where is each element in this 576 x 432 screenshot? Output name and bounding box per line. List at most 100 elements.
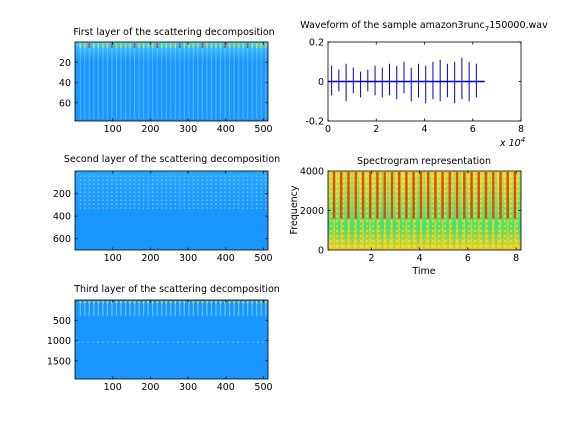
spectrogram-x-label: Time [411,266,435,277]
spectrogram-onset-low [362,218,364,249]
spectrogram-x-tick-label: 6 [465,253,471,264]
l3-stripe-peak [228,301,231,304]
waveform-axis-ticks: 0 2 4 6 8-0.200.2 [305,38,524,136]
l1-stripe-peak [228,43,231,48]
l3-stripe-peak [233,301,236,304]
l3-stripe-peak [255,301,258,304]
l1-stripe-peak [215,43,217,48]
spectrogram-onset [492,172,495,220]
spectrogram-onset-low [412,218,415,249]
spectrogram-title: Spectrogram representation [357,156,491,167]
l1-stripe-peak [133,43,136,48]
first-layer-top-band [75,42,268,46]
spectrogram-onset-low [369,218,372,249]
spectrogram-onset [347,172,350,220]
third-layer-title: Third layer of the scattering decomposit… [73,284,280,295]
spectrogram-onset-low [333,218,335,249]
l1-stripe-peak [115,43,118,48]
l1-stripe-peak [251,43,253,48]
l3-stripe-peak [224,301,227,304]
spectrogram-onset [405,172,408,220]
spectrogram-x-tick-label: 4 [417,253,423,264]
l1-stripe-peak [88,43,91,48]
spectrogram-onset [448,172,452,220]
l3-x-tick-label: 400 [217,382,235,393]
l3-stripe-peak [260,301,263,304]
third-layer-stripes [77,301,267,343]
spectrogram-onset [412,172,415,220]
spectrogram-onset-low [427,218,429,249]
l1-x-tick-label: 100 [104,124,122,135]
waveform-title: Waveform of the sample amazon3runc715000… [300,20,548,33]
l3-stripe-peak [133,301,136,304]
l3-x-tick-label: 100 [104,382,122,393]
spectrogram-onset [397,172,401,220]
spectrogram-onset-low [441,218,444,249]
l1-stripe-peak [111,43,113,48]
spectrogram-onset-low [405,218,408,249]
l3-stripe-peak [237,301,240,304]
waveform-y-tick-label: 0.2 [309,38,324,49]
l3-stripe-peak [210,301,213,304]
spectrogram-onset [419,172,423,220]
l1-stripe-peak [151,43,154,48]
spectrogram-onset-low [383,218,386,249]
spectrogram-onset-low [434,218,437,249]
l1-stripe-peak [102,43,104,48]
spectrogram-onset-low [470,218,473,249]
l1-y-tick-label: 20 [59,58,71,69]
l1-x-tick-label: 400 [217,124,235,135]
waveform-x-tick-label: 2 [373,124,379,135]
l3-stripe-peak [142,301,145,304]
spectrogram-onset-low [463,218,466,249]
spectrogram-onset-low [449,218,451,249]
spectrogram-onset-low [354,218,357,249]
l3-stripe-peak [156,301,159,304]
spectrogram-onset [354,172,357,220]
spectrogram-onset-low [376,218,379,249]
l2-x-tick-label: 500 [254,253,272,264]
l3-x-tick-label: 300 [179,382,197,393]
l1-stripe-peak [160,43,163,48]
third-layer-axis-ticks: 100 200 300 400 500 500 1000 1500 [47,300,273,393]
l1-stripe-peak [260,43,262,48]
l3-stripe-peak [264,301,267,304]
l2-x-tick-label: 200 [141,253,159,264]
spectrogram-onset-low [492,218,495,249]
second-layer-axes-frame [74,170,269,251]
l1-stripe-peak [265,43,267,48]
l2-y-tick-label: 200 [53,189,71,200]
first-layer-axes-frame [74,41,269,122]
l1-stripe-peak [174,43,176,48]
waveform-line [328,57,485,104]
spectrogram-onset-low [391,218,393,249]
spectrogram-panel: Spectrogram representation 2 4 6 8 0 2000 4000… [289,156,522,277]
spectrogram-onset [455,172,459,220]
l1-stripe-peak [188,43,190,48]
spectrogram-onsets [332,172,517,249]
l3-stripe-peak [246,301,249,304]
spectrogram-onset [390,172,394,220]
spectrogram-axis-ticks: 2 4 6 8 0 2000 4000 [300,167,521,264]
l3-stripe-peak [187,301,190,304]
l3-y-tick-label: 500 [53,316,71,327]
second-layer-stripes [79,175,267,210]
spectrogram-onset [361,172,365,220]
waveform-x-tick-label: 0 [325,124,331,135]
spectrogram-onset [369,172,372,220]
waveform-x-tick-label: 8 [518,124,524,135]
l1-y-tick-label: 60 [59,98,71,109]
l1-x-tick-label: 300 [179,124,197,135]
l3-stripe-peak [110,301,113,304]
l1-x-tick-label: 500 [254,124,272,135]
l1-stripe-peak [246,43,249,48]
l1-stripe-peak [97,43,100,48]
l1-stripe-peak [237,43,240,48]
spectrogram-x-tick-label: 2 [368,253,374,264]
l1-stripe-peak [242,43,244,48]
l3-stripe-peak [124,301,127,304]
spectrogram-onset-low [347,218,350,249]
l1-stripe-peak [79,43,81,48]
spectrogram-onset-low [477,218,480,249]
